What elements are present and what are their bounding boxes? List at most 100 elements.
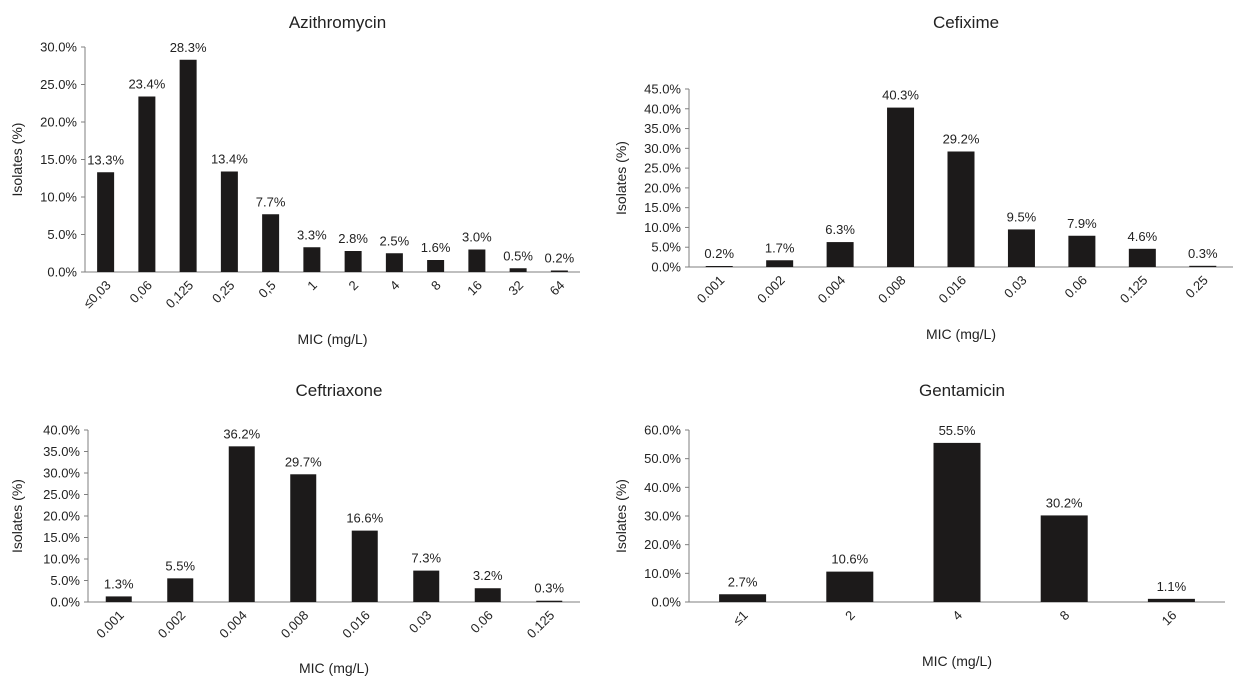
bar xyxy=(351,530,378,602)
y-tick-label: 10.0% xyxy=(644,566,681,581)
y-tick-label: 0.0% xyxy=(47,265,77,280)
y-tick-label: 5.0% xyxy=(50,573,80,588)
x-tick-label: 0.125 xyxy=(1117,273,1151,307)
bar xyxy=(138,96,156,272)
y-tick-label: 30.0% xyxy=(43,466,80,481)
x-tick-label: 8 xyxy=(428,278,444,294)
x-tick-label: 64 xyxy=(547,278,568,299)
bar-value-label: 5.5% xyxy=(165,558,195,573)
bar xyxy=(228,446,255,602)
x-tick-label: 2 xyxy=(346,278,362,294)
bar-value-label: 1.7% xyxy=(765,240,795,255)
bar xyxy=(766,260,794,267)
y-tick-label: 45.0% xyxy=(644,82,681,97)
bar xyxy=(1147,598,1195,602)
bar xyxy=(344,251,362,272)
bar xyxy=(167,578,194,602)
x-tick-label: 0,125 xyxy=(163,278,197,312)
bar xyxy=(1128,248,1156,267)
bar-value-label: 7.9% xyxy=(1067,216,1097,231)
bar xyxy=(887,107,915,267)
bar-value-label: 2.7% xyxy=(728,574,758,589)
x-tick-label: 1 xyxy=(304,278,320,294)
y-tick-label: 50.0% xyxy=(644,451,681,466)
cefixime-chart: Cefixime 0.0% 5.0% 10.0% 15.0% 20.0% 25.0% 30.0… xyxy=(600,0,1253,350)
bar-value-label: 23.4% xyxy=(128,77,165,92)
bar xyxy=(705,266,733,267)
x-tick-label: 0,06 xyxy=(126,278,155,307)
bar xyxy=(1189,265,1217,267)
bar xyxy=(509,268,527,272)
y-tick-label: 15.0% xyxy=(644,200,681,215)
bar-value-label: 3.3% xyxy=(297,227,327,242)
y-tick-label: 5.0% xyxy=(47,227,77,242)
bar xyxy=(105,596,132,602)
bar-value-label: 7.3% xyxy=(411,551,441,566)
x-tick-label: 0.008 xyxy=(278,608,312,642)
bar-value-label: 6.3% xyxy=(825,222,855,237)
bar xyxy=(179,59,197,272)
y-tick-label: 30.0% xyxy=(40,40,77,55)
x-tick-label: 0.008 xyxy=(875,273,909,307)
y-tick-label: 25.0% xyxy=(40,77,77,92)
x-tick-label: 0.002 xyxy=(754,273,788,307)
x-tick-label: 0.004 xyxy=(815,273,849,307)
chart-title: Gentamicin xyxy=(919,381,1005,400)
x-tick-label: 32 xyxy=(505,278,526,299)
bar xyxy=(474,588,501,602)
y-axis-label: Isolates (%) xyxy=(613,479,629,553)
bar xyxy=(385,253,403,272)
bar-value-label: 13.3% xyxy=(87,152,124,167)
chart-title: Cefixime xyxy=(933,13,999,32)
x-tick-label: 0.016 xyxy=(936,273,970,307)
bar xyxy=(1068,235,1096,267)
x-tick-label: 2 xyxy=(842,608,858,624)
x-axis-label: MIC (mg/L) xyxy=(926,326,996,342)
azithromycin-chart: Azithromycin 0.0% 5.0% 10.0% 15.0% 20.0% 25.0%… xyxy=(0,0,600,350)
bar-value-label: 13.4% xyxy=(211,152,248,167)
bar xyxy=(826,242,854,267)
y-axis-label: Isolates (%) xyxy=(613,141,629,215)
bar-value-label: 29.2% xyxy=(943,131,980,146)
x-axis-label: MIC (mg/L) xyxy=(922,653,992,669)
bar xyxy=(536,600,563,602)
x-axis-label: MIC (mg/L) xyxy=(299,660,369,676)
bar-value-label: 28.3% xyxy=(170,40,207,55)
y-tick-label: 60.0% xyxy=(644,423,681,438)
x-tick-label: 0.06 xyxy=(1062,273,1091,302)
x-tick-label: 4 xyxy=(949,608,965,624)
x-tick-label: 0.03 xyxy=(1001,273,1030,302)
y-tick-label: 10.0% xyxy=(40,190,77,205)
bar-value-label: 4.6% xyxy=(1128,229,1158,244)
bar-value-label: 1.1% xyxy=(1157,579,1187,594)
y-tick-label: 0.0% xyxy=(50,595,80,610)
bar-value-label: 7.7% xyxy=(256,194,286,209)
x-tick-label: 0,5 xyxy=(255,278,278,301)
gentamicin-chart: Gentamicin 0.0% 10.0% 20.0% 30.0% 40.0% 50.0% 6… xyxy=(600,370,1253,679)
x-tick-label: 0.25 xyxy=(1182,273,1211,302)
y-tick-label: 20.0% xyxy=(40,115,77,130)
bar-value-label: 16.6% xyxy=(346,511,383,526)
y-tick-label: 15.0% xyxy=(43,530,80,545)
x-tick-label: 0.06 xyxy=(467,608,496,637)
bar-value-label: 3.2% xyxy=(473,568,503,583)
chart-svg: Ceftriaxone 0.0% 5.0% 10.0% 15.0% 20.0% 25.0% 3… xyxy=(9,381,580,676)
x-tick-label: 0.004 xyxy=(216,608,250,642)
y-tick-label: 40.0% xyxy=(43,423,80,438)
bar-value-label: 40.3% xyxy=(882,88,919,103)
x-tick-label: 8 xyxy=(1057,608,1073,624)
x-tick-label: 0.03 xyxy=(406,608,435,637)
y-tick-label: 20.0% xyxy=(644,180,681,195)
bar-value-label: 9.5% xyxy=(1007,209,1037,224)
y-tick-label: 25.0% xyxy=(43,487,80,502)
bar xyxy=(1040,515,1088,602)
bar xyxy=(933,442,981,602)
y-tick-label: 35.0% xyxy=(43,444,80,459)
bar xyxy=(468,249,486,272)
bar xyxy=(262,214,280,272)
y-tick-label: 40.0% xyxy=(644,480,681,495)
chart-svg: Azithromycin 0.0% 5.0% 10.0% 15.0% 20.0% 25.0%… xyxy=(9,13,580,347)
bar xyxy=(220,171,238,272)
bar-value-label: 55.5% xyxy=(939,423,976,438)
